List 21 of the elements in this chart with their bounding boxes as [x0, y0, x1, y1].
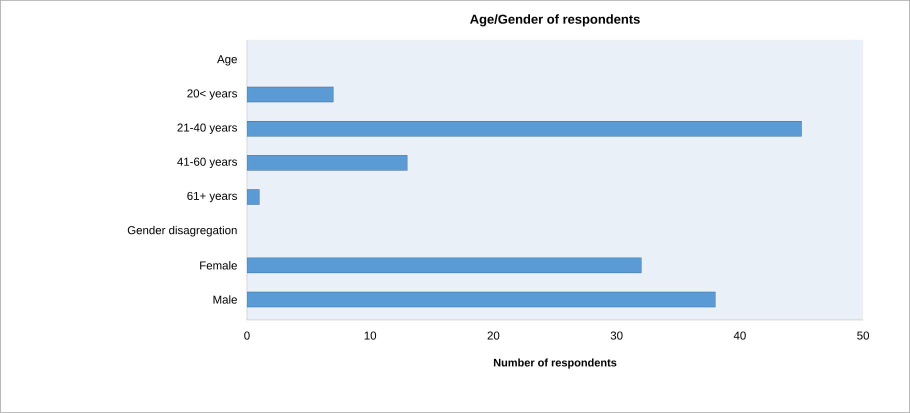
bar	[246, 292, 716, 308]
y-tick-label: Male	[214, 295, 237, 304]
y-tick-label: 41-60 years	[177, 158, 237, 168]
y-tick-label: Gender disagregation	[128, 226, 237, 237]
y-tick-label: Age	[217, 55, 237, 66]
bar	[246, 121, 802, 137]
x-tick-label: 30	[610, 332, 623, 340]
x-tick-label: 40	[734, 332, 746, 340]
y-tick-label: 20< years	[187, 89, 237, 100]
x-tick-label: 50	[857, 332, 870, 340]
x-tick-label: 0	[244, 332, 250, 340]
x-axis-title: Number of respondents	[494, 358, 616, 369]
bar	[246, 86, 334, 102]
y-tick-label: 61+ years	[187, 192, 237, 202]
bar	[246, 155, 408, 171]
bar	[246, 258, 642, 274]
y-tick-label: 21-40 years	[177, 124, 237, 134]
x-tick-label: 10	[364, 332, 376, 340]
y-tick-label: Female	[200, 261, 237, 270]
chart-title: Age/Gender of respondents	[470, 14, 640, 26]
x-tick-label: 20	[488, 332, 500, 340]
